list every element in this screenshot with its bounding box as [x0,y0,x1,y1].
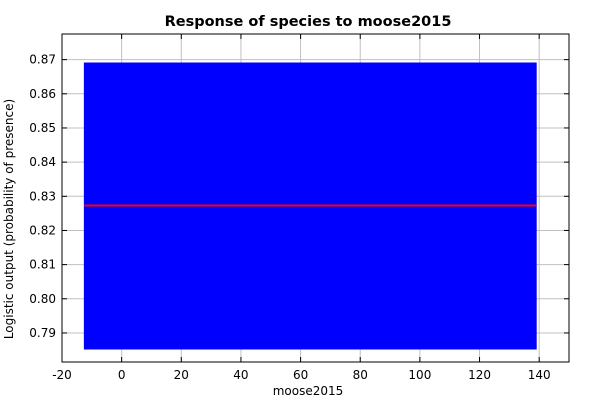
x-tick-label: 100 [408,368,431,382]
y-axis: 0.79 0.80 0.81 0.82 0.83 0.84 0.85 0.86 0.87 [29,53,569,340]
y-tick-label: 0.87 [29,53,56,67]
x-axis: -20 0 20 40 60 80 100 120 140 [52,34,551,382]
y-tick-label: 0.82 [29,223,56,237]
y-tick-label: 0.80 [29,292,56,306]
x-tick-label: 0 [118,368,126,382]
x-tick-label: 120 [468,368,491,382]
y-tick-label: 0.79 [29,326,56,340]
y-tick-label: 0.86 [29,87,56,101]
chart-title: Response of species to moose2015 [165,14,452,30]
x-axis-label: moose2015 [273,384,344,398]
y-tick-label: 0.81 [29,258,56,272]
x-tick-label: 60 [293,368,308,382]
x-tick-label: 20 [174,368,189,382]
x-tick-label: 80 [353,368,368,382]
y-tick-label: 0.83 [29,189,56,203]
y-tick-label: 0.84 [29,155,56,169]
x-tick-label: -20 [52,368,72,382]
plot-area [83,62,537,350]
x-tick-label: 40 [233,368,248,382]
x-tick-label: 140 [528,368,551,382]
plot-frame [61,33,570,363]
y-tick-label: 0.85 [29,121,56,135]
y-axis-label: Logistic output (probability of presence… [2,99,16,339]
